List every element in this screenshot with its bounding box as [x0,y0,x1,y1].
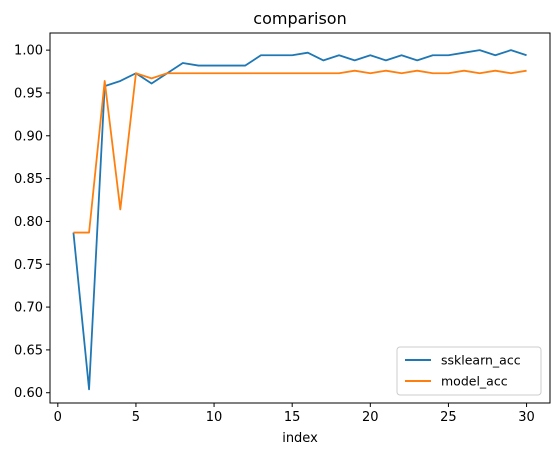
legend-label-model: model_acc [441,374,508,389]
y-tick-label: 0.75 [14,258,43,273]
legend: ssklearn_acc model_acc [396,346,542,396]
chart-title: comparison [253,9,346,28]
y-tick-label: 0.60 [14,386,43,401]
y-tick-label: 0.90 [14,129,43,144]
x-axis: 0 5 10 15 20 25 30 [54,403,535,425]
x-tick-label: 0 [54,410,62,425]
series-line-ssklearn [72,49,527,391]
plot-area-frame [49,32,551,404]
x-tick-label: 5 [132,410,140,425]
y-tick-label: 0.65 [14,343,43,358]
legend-box [396,346,542,396]
x-tick-label: 15 [284,410,301,425]
x-axis-label: index [282,431,318,446]
x-tick-label: 10 [206,410,223,425]
y-axis: 0.60 0.65 0.70 0.75 0.80 0.85 0.90 0.95 1.00 [14,44,50,401]
y-tick-label: 0.70 [14,301,43,316]
legend-label-ssklearn: ssklearn_acc [441,353,521,368]
x-tick-label: 25 [440,410,457,425]
y-tick-label: 0.85 [14,172,43,187]
series-lines [72,49,527,391]
y-tick-label: 1.00 [14,44,43,59]
x-tick-label: 20 [362,410,379,425]
x-tick-label: 30 [518,410,535,425]
series-line-model [73,69,527,234]
y-tick-label: 0.95 [14,86,43,101]
y-tick-label: 0.80 [14,215,43,230]
